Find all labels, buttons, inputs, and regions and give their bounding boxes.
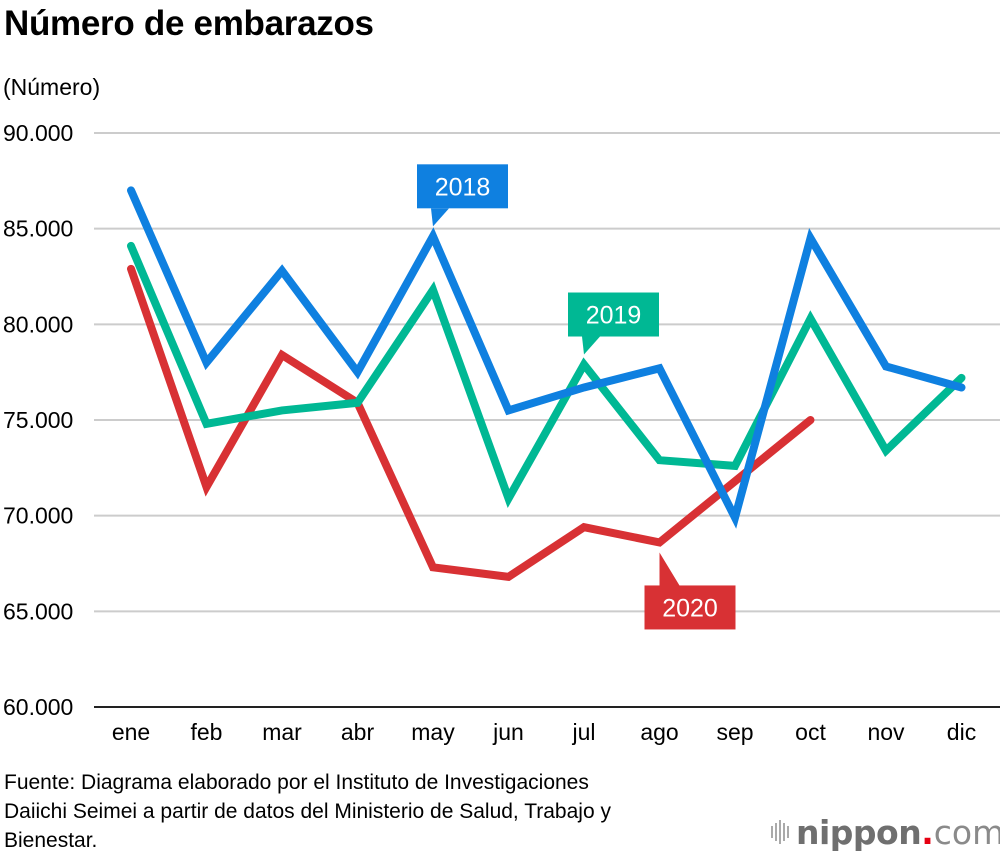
callout-label: 2019: [586, 302, 642, 330]
callout-label: 2020: [662, 594, 718, 622]
callout-pointer: [431, 208, 449, 227]
series-layer: [127, 186, 966, 582]
x-tick-label: oct: [795, 719, 826, 745]
x-tick-label: jul: [571, 719, 595, 745]
y-tick-label: 80.000: [3, 311, 73, 337]
y-axis-ticks: 60.000 65.000 70.000 75.000 80.000 85.000 90.0…: [3, 120, 73, 720]
source-line-3: Bienestar.: [4, 829, 98, 852]
x-tick-label: feb: [191, 719, 223, 745]
series-line-2018: [127, 186, 966, 529]
y-tick-label: 65.000: [3, 598, 73, 624]
x-tick-label: sep: [716, 719, 753, 745]
y-tick-label: 60.000: [3, 694, 73, 720]
series-callouts: 2018 2019 2020: [417, 164, 736, 630]
callout-box: [417, 164, 508, 209]
y-axis-unit-label: (Número): [3, 74, 101, 100]
y-tick-label: 85.000: [3, 216, 73, 242]
x-tick-label: mar: [262, 719, 302, 745]
x-tick-label: abr: [341, 719, 375, 745]
callout-2018: 2018: [417, 164, 508, 227]
callout-label: 2018: [435, 173, 491, 201]
x-tick-label: jun: [492, 719, 524, 745]
callout-box: [568, 292, 659, 337]
source-note: Fuente: Diagrama elaborado por el Instit…: [4, 768, 611, 855]
y-tick-label: 70.000: [3, 503, 73, 529]
callout-2019: 2019: [568, 292, 659, 355]
grid-layer: [94, 132, 1000, 708]
callout-2020: 2020: [644, 552, 736, 630]
callout-box: [644, 585, 736, 630]
logo-dot: .: [921, 812, 934, 852]
x-tick-label: nov: [867, 719, 905, 745]
series-line-2019: [127, 241, 966, 509]
x-tick-label: may: [411, 719, 455, 745]
x-tick-label: dic: [947, 719, 976, 745]
callout-pointer: [582, 336, 600, 355]
source-line-2: Daiichi Seimei a partir de datos del Min…: [4, 800, 611, 823]
callout-pointer: [659, 552, 680, 586]
logo-name: nippon: [796, 812, 922, 852]
sound-bars-icon: [771, 820, 789, 844]
x-tick-label: ene: [112, 719, 150, 745]
chart-title: Número de embarazos: [4, 4, 374, 43]
nippon-logo: nippon. com: [771, 812, 1000, 852]
y-tick-label: 90.000: [3, 120, 73, 146]
x-tick-label: ago: [640, 719, 678, 745]
logo-tld: com: [933, 812, 1000, 852]
x-axis-ticks: ene feb mar abr may jun jul ago sep oct nov dic: [112, 719, 976, 745]
y-tick-label: 75.000: [3, 407, 73, 433]
source-line-1: Fuente: Diagrama elaborado por el Instit…: [4, 771, 589, 794]
